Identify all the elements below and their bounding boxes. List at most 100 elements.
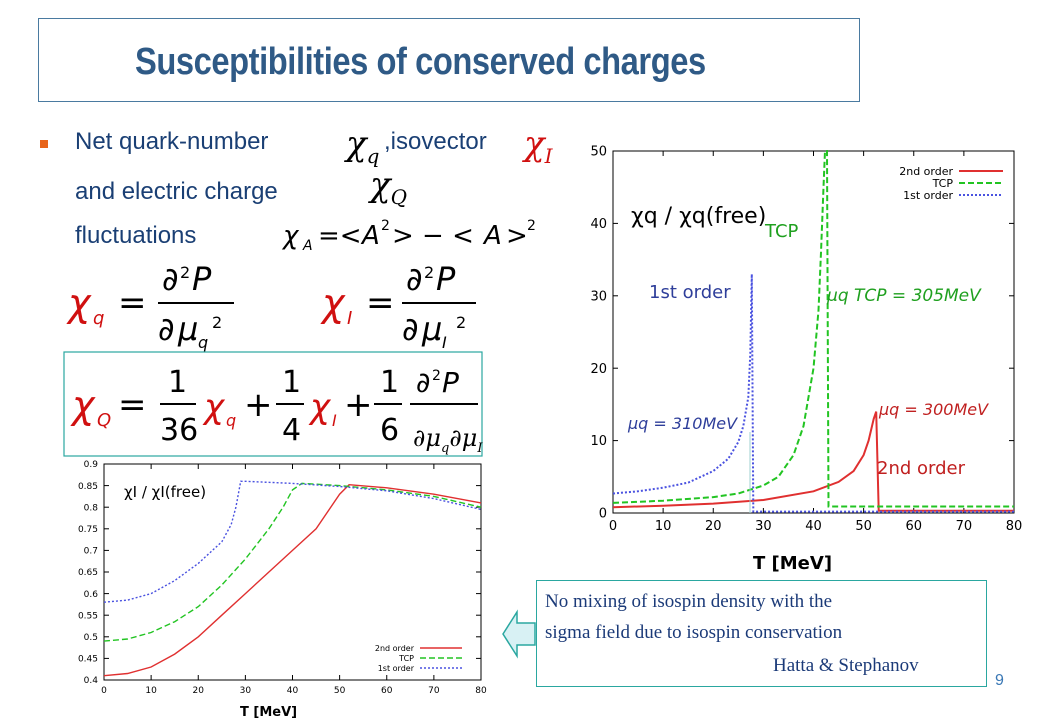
chart-chi-i: 0 10 20 30 40 50 60 70 80 0.4 0.45 0.5 0.55 0.6 0.65 0.…: [60, 457, 502, 720]
y-tick-label: 0.75: [78, 525, 98, 535]
svg-text:I: I: [347, 308, 352, 329]
slide-title: Susceptibilities of conserved charges: [135, 41, 706, 83]
bullet-text-line2: and electric charge: [75, 178, 278, 205]
annotation-tcp: TCP: [764, 221, 799, 242]
annotation-1st-order: 1st order: [649, 282, 731, 303]
svg-text:> − <: > − <: [392, 221, 474, 251]
svg-text:2: 2: [424, 263, 434, 282]
chi-q-symbol: χq: [346, 124, 380, 168]
x-tick-label: 0: [101, 686, 107, 696]
svg-text:I: I: [442, 333, 447, 352]
x-tick-label: 30: [755, 519, 772, 534]
svg-text:∂: ∂: [416, 366, 430, 399]
y-tick-label: 0.55: [78, 611, 98, 621]
series-line-1st-order: [103, 480, 482, 603]
chart-chi-q-ylabel-text: χq / χq(free): [631, 204, 766, 229]
x-tick-label: 70: [956, 519, 973, 534]
svg-text:q: q: [93, 308, 104, 329]
legend-label: 2nd order: [899, 165, 953, 178]
svg-text:P: P: [442, 366, 459, 399]
y-tick-label: 40: [590, 217, 607, 232]
legend-label: 1st order: [903, 189, 953, 202]
series-line-2nd-order: [612, 411, 1014, 512]
x-tick-label: 20: [705, 519, 722, 534]
page-number: 9: [995, 672, 1004, 689]
svg-text:q: q: [198, 333, 208, 352]
svg-text:P: P: [192, 260, 212, 298]
svg-text:1: 1: [380, 365, 399, 400]
svg-text:χ: χ: [66, 281, 92, 325]
chi-Q-symbol: χQ: [370, 165, 408, 209]
chi-Q-equation: χ Q = 1 36 χ q + 1 4 χ I + 1 6 ∂ 2 P: [70, 365, 478, 448]
title-box: Susceptibilities of conserved charges: [38, 18, 860, 102]
x-tick-label: 80: [475, 686, 487, 696]
svg-text:36: 36: [160, 413, 198, 448]
x-tick-label: 60: [381, 686, 393, 696]
x-tick-label: 70: [428, 686, 440, 696]
svg-text:=: =: [118, 385, 147, 425]
callout-line2: sigma field due to isospin conservation: [545, 622, 843, 643]
y-tick-label: 0.7: [84, 547, 98, 557]
y-tick-label: 0.5: [84, 633, 98, 643]
x-tick-label: 40: [805, 519, 822, 534]
x-tick-label: 20: [193, 686, 205, 696]
y-tick-label: 0.6: [84, 590, 99, 600]
svg-text:I: I: [332, 411, 337, 430]
svg-text:6: 6: [380, 413, 399, 448]
chart-chi-q-ylabel: χq / χq(free): [631, 204, 766, 229]
svg-text:=: =: [118, 283, 147, 323]
svg-text:∂: ∂: [402, 310, 419, 348]
svg-text:q: q: [226, 411, 236, 430]
chart-chi-i-ylabel: χI / χI(free): [124, 483, 206, 501]
svg-text:1: 1: [282, 365, 301, 400]
svg-text:A: A: [302, 238, 313, 254]
annotation-mu-first: μq = 310MeV: [627, 414, 738, 433]
bullet-text-part2: ,isovector: [384, 128, 487, 155]
mixed-derivative-denominator: ∂μq∂μI: [413, 424, 483, 456]
x-tick-label: 50: [855, 519, 872, 534]
x-tick-label: 50: [334, 686, 346, 696]
series-line-tcp: [103, 482, 482, 642]
svg-text:2: 2: [381, 218, 390, 234]
svg-text:>: >: [506, 221, 528, 251]
series-line-tcp: [612, 150, 1014, 508]
variance-equation: χ A =< A 2 > − < A > 2: [281, 218, 536, 254]
x-tick-label: 0: [609, 519, 617, 534]
svg-text:2: 2: [527, 218, 536, 234]
x-tick-label: 40: [287, 686, 299, 696]
svg-text:Q: Q: [97, 410, 111, 431]
svg-text:A: A: [482, 221, 502, 251]
annotation-2nd-order: 2nd order: [877, 458, 966, 479]
chi-i-equation: χ I = ∂ 2 P ∂ μ I 2: [320, 260, 476, 352]
svg-text:∂: ∂: [406, 260, 423, 298]
x-tick-label: 10: [145, 686, 157, 696]
svg-text:4: 4: [282, 413, 301, 448]
y-tick-label: 0.4: [84, 676, 99, 686]
callout-line1: No mixing of isospin density with the: [545, 591, 833, 612]
svg-text:χ: χ: [202, 387, 226, 427]
svg-text:χ: χ: [70, 383, 96, 427]
svg-text:+: +: [244, 385, 273, 425]
chi-i-symbol: χI: [524, 124, 553, 168]
x-tick-label: 30: [240, 686, 252, 696]
left-arrow-icon: [502, 609, 536, 659]
x-tick-label: 10: [655, 519, 672, 534]
svg-text:∂: ∂: [158, 310, 175, 348]
svg-text:2: 2: [180, 263, 190, 282]
svg-text:χ: χ: [308, 387, 332, 427]
y-tick-label: 0.9: [84, 460, 99, 470]
annotation-mu-tcp: μq TCP = 305MeV: [826, 286, 982, 306]
legend-label: 2nd order: [375, 644, 415, 653]
y-tick-label: 50: [590, 145, 607, 160]
x-tick-label: 80: [1006, 519, 1023, 534]
y-tick-label: 10: [590, 434, 607, 449]
legend-label: 1st order: [378, 664, 415, 673]
y-tick-label: 0: [599, 507, 607, 522]
y-tick-label: 0.85: [78, 482, 98, 492]
svg-text:A: A: [360, 221, 380, 251]
bullet-text-line3: fluctuations: [75, 222, 197, 249]
svg-text:=<: =<: [318, 221, 362, 251]
svg-text:∂: ∂: [162, 260, 179, 298]
legend-label: TCP: [932, 177, 954, 190]
svg-text:+: +: [344, 385, 373, 425]
